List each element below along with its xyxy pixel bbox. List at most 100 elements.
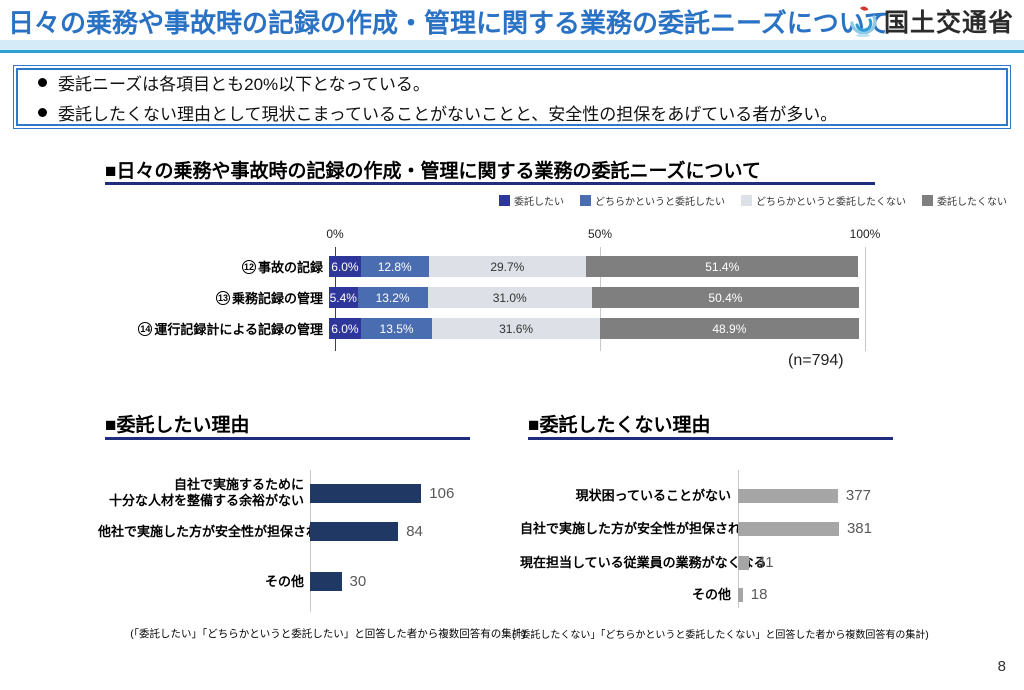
stacked-bar-row: 13 乗務記録の管理 5.4% 13.2% 31.0% 50.4% [0,287,859,308]
bar [310,483,422,503]
left-chart-title-underline [105,437,470,440]
bar [310,522,399,541]
agency-logo: 国土交通省 [847,3,1014,39]
bar-category-label: 自社で実施するために 十分な人材を整備する余裕がない [98,477,304,509]
bar-segment: 29.7% [428,256,587,277]
stacked-bar: 5.4% 13.2% 31.0% 50.4% [329,287,859,308]
page-title: 日々の乗務や事故時の記録の作成・管理に関する業務の委託ニーズについて [8,8,890,38]
bar-row: 自社で実施するために 十分な人材を整備する余裕がない 106 [98,477,454,509]
bar-category-label: 現状困っていることがない [520,488,731,504]
legend-label: 委託したい [514,197,564,208]
bar [738,521,839,536]
label-line: 現在担当している従業員の業務がなくなる [520,554,767,570]
left-chart-title: ■委託したい理由 [105,415,250,436]
legend-swatch [922,195,933,206]
bar-segment: 31.6% [432,318,600,339]
legend-item: 委託したい [499,193,564,208]
bar-row: 他社で実施した方が安全性が担保される 84 [98,522,423,541]
bar-segment: 13.5% [360,318,433,339]
legend-label: どちらかというと委託したくない [756,197,906,208]
bar-value: 106 [429,484,455,502]
sample-size-note: (n=794) [788,352,844,369]
bar [738,555,749,570]
label-line: 現状困っていることがない [575,487,731,503]
stacked-bar: 6.0% 13.5% 31.6% 48.9% [329,318,859,339]
legend-label: どちらかというと委託したい [595,197,725,208]
bar-segment: 5.4% [329,287,358,308]
right-chart-footnote: (「委託したくない」「どちらかというと委託したくない」と回答した者から複数回答有… [512,630,929,641]
label-line: 他社で実施した方が安全性が担保される [98,523,333,539]
bar-value: 377 [845,487,871,504]
bar-segment: 13.2% [357,287,428,308]
agency-name: 国土交通省 [883,9,1014,37]
label-line: 自社で実施した方が安全性が担保される [520,520,755,536]
x-tick-50: 50% [587,227,613,241]
bar-segment: 6.0% [329,318,361,339]
bar-segment: 6.0% [329,256,361,277]
legend: 委託したい どちらかというと委託したい どちらかというと委託したくない 委託したくない [499,193,1007,208]
bar-value: 30 [349,573,367,590]
category-label: 14 運行記録計による記録の管理 [0,319,329,338]
summary-bullet-2-text: 委託したくない理由として現状こまっていることがないことと、安全性の担保をあげてい… [58,104,838,124]
category-label-text: 乗務記録の管理 [231,291,323,306]
bar-row: 現状困っていることがない 377 [520,487,871,504]
category-label: 13 乗務記録の管理 [0,288,329,307]
bar [738,587,743,602]
bar-value: 18 [750,586,768,603]
header-band [0,40,1024,53]
bar-category-label: 自社で実施した方が安全性が担保される [520,520,755,537]
bar-segment: 51.4% [586,256,859,277]
bullet-icon [38,77,47,87]
circled-number-icon: 12 [241,259,256,274]
label-line: 十分な人材を整備する余裕がない [108,493,304,508]
bar-segment: 12.8% [360,256,429,277]
bar-segment: 50.4% [591,287,859,308]
bar-row: その他 18 [520,586,767,603]
x-tick-0: 0% [326,227,344,241]
bar-category-label: 他社で実施した方が安全性が担保される [98,523,333,540]
bar-row: 自社で実施した方が安全性が担保される 381 [520,520,872,537]
label-line: その他 [264,573,304,589]
stacked-bar: 6.0% 12.8% 29.7% 51.4% [329,256,859,277]
bar-category-label: その他 [520,587,731,603]
left-chart-footnote: (「委託したい」「どちらかというと委託したい」と回答した者から複数回答有の集計) [130,628,526,640]
bar-category-label: 現在担当している従業員の業務がなくなる [520,554,767,571]
label-line: 自社で実施するために [173,477,304,492]
bar-value: 41 [756,554,774,571]
summary-box: 委託ニーズは各項目とも20%以下となっている。 委託したくない理由として現状こま… [13,65,1011,129]
right-chart-title: ■委託したくない理由 [528,415,711,436]
page-number: 8 [997,658,1006,675]
gridline-100pct [865,247,866,351]
right-chart-axis [738,470,739,608]
bar-row: その他 30 [98,572,366,591]
legend-item: どちらかというと委託したくない [741,193,906,208]
left-chart-axis [310,470,311,612]
right-chart-title-underline [528,437,893,440]
summary-bullet-1-text: 委託ニーズは各項目とも20%以下となっている。 [58,74,430,94]
bar-value: 381 [846,520,872,537]
legend-swatch [580,195,591,206]
stacked-bar-row: 12 事故の記録 6.0% 12.8% 29.7% 51.4% [0,256,859,277]
bullet-icon [38,107,47,117]
stacked-bar-row: 14 運行記録計による記録の管理 6.0% 13.5% 31.6% 48.9% [0,318,859,339]
circled-number-icon: 13 [215,290,230,305]
summary-bullet-2: 委託したくない理由として現状こまっていることがないことと、安全性の担保をあげてい… [30,100,994,125]
summary-bullet-1: 委託ニーズは各項目とも20%以下となっている。 [30,70,994,95]
legend-label: 委託したくない [937,197,1007,208]
bar-segment: 48.9% [599,318,859,339]
category-label: 12 事故の記録 [0,257,329,276]
bar-value: 84 [406,523,423,540]
legend-swatch [499,195,510,206]
category-label-text: 事故の記録 [257,260,323,275]
legend-item: どちらかというと委託したい [580,193,725,208]
stacked-chart-title: ■日々の乗務や事故時の記録の作成・管理に関する業務の委託ニーズについて [105,161,761,182]
bar [738,488,838,503]
bar [310,572,342,591]
stacked-chart-title-underline [105,182,875,185]
x-tick-100: 100% [849,227,881,241]
bar-category-label: その他 [98,574,304,590]
stacked-chart: 0% 50% 100% 12 事故の記録 6.0% 12.8% 29.7% 51.4% 13… [0,225,1024,355]
category-label-text: 運行記録計による記録の管理 [154,322,323,337]
legend-swatch [741,195,752,206]
bar-row: 現在担当している従業員の業務がなくなる 41 [520,554,774,571]
